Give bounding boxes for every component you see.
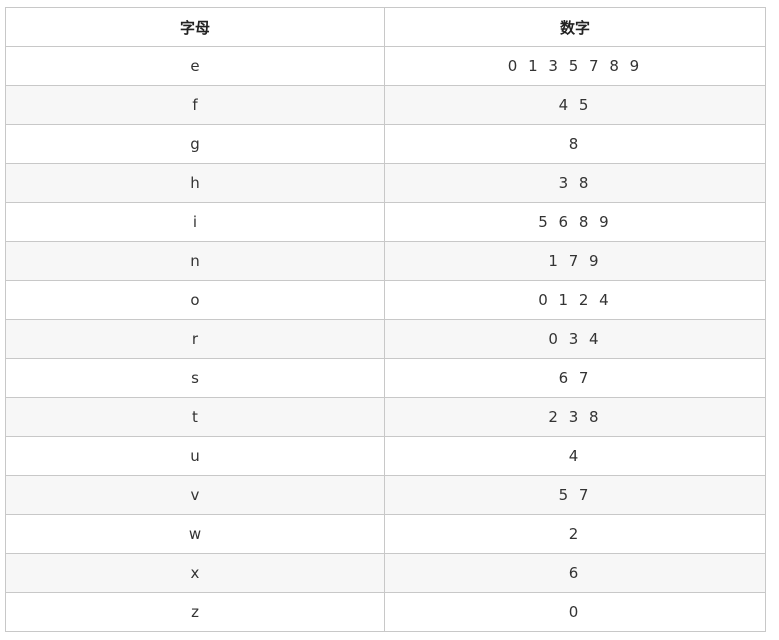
table-row: z 0 xyxy=(5,592,766,632)
cell-digits: 2 xyxy=(384,514,766,554)
cell-digits: 8 xyxy=(384,124,766,164)
cell-digits: 6 7 xyxy=(384,358,766,398)
header-digits: 数字 xyxy=(384,7,766,47)
cell-digits: 5 7 xyxy=(384,475,766,515)
cell-digits: 0 1 2 4 xyxy=(384,280,766,320)
letter-digit-table-container: 字母 数字 e 0 1 3 5 7 8 9 f 4 5 g 8 h 3 8 i xyxy=(5,7,766,632)
table-row: u 4 xyxy=(5,436,766,476)
table-row: w 2 xyxy=(5,514,766,554)
cell-digits: 1 7 9 xyxy=(384,241,766,281)
table-row: s 6 7 xyxy=(5,358,766,398)
cell-letter: f xyxy=(5,85,385,125)
cell-letter: u xyxy=(5,436,385,476)
cell-letter: z xyxy=(5,592,385,632)
table-row: o 0 1 2 4 xyxy=(5,280,766,320)
cell-letter: x xyxy=(5,553,385,593)
cell-digits: 4 5 xyxy=(384,85,766,125)
cell-letter: v xyxy=(5,475,385,515)
cell-digits: 0 xyxy=(384,592,766,632)
table-row: t 2 3 8 xyxy=(5,397,766,437)
table-row: v 5 7 xyxy=(5,475,766,515)
cell-digits: 6 xyxy=(384,553,766,593)
table-row: i 5 6 8 9 xyxy=(5,202,766,242)
cell-digits: 5 6 8 9 xyxy=(384,202,766,242)
cell-letter: e xyxy=(5,46,385,86)
cell-digits: 3 8 xyxy=(384,163,766,203)
table-row: g 8 xyxy=(5,124,766,164)
table-row: e 0 1 3 5 7 8 9 xyxy=(5,46,766,86)
cell-letter: s xyxy=(5,358,385,398)
letter-digit-table: 字母 数字 e 0 1 3 5 7 8 9 f 4 5 g 8 h 3 8 i xyxy=(5,7,766,632)
cell-letter: w xyxy=(5,514,385,554)
cell-digits: 4 xyxy=(384,436,766,476)
cell-letter: t xyxy=(5,397,385,437)
table-row: x 6 xyxy=(5,553,766,593)
table-row: f 4 5 xyxy=(5,85,766,125)
table-row: r 0 3 4 xyxy=(5,319,766,359)
cell-letter: o xyxy=(5,280,385,320)
table-header-row: 字母 数字 xyxy=(5,7,766,47)
table-row: n 1 7 9 xyxy=(5,241,766,281)
cell-letter: i xyxy=(5,202,385,242)
header-letter: 字母 xyxy=(5,7,385,47)
cell-letter: h xyxy=(5,163,385,203)
table-body: e 0 1 3 5 7 8 9 f 4 5 g 8 h 3 8 i 5 6 8 … xyxy=(5,46,766,632)
cell-digits: 2 3 8 xyxy=(384,397,766,437)
cell-letter: g xyxy=(5,124,385,164)
table-row: h 3 8 xyxy=(5,163,766,203)
cell-letter: n xyxy=(5,241,385,281)
cell-letter: r xyxy=(5,319,385,359)
cell-digits: 0 1 3 5 7 8 9 xyxy=(384,46,766,86)
cell-digits: 0 3 4 xyxy=(384,319,766,359)
